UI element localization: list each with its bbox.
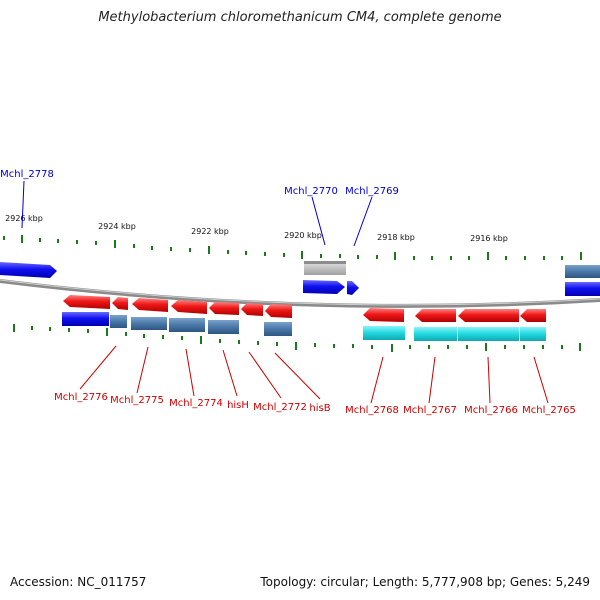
forward-strand-features [0, 261, 600, 296]
gene-labels-bottom: Mchl_2776 Mchl_2775 Mchl_2774 hisH Mchl_… [54, 392, 576, 416]
gene-label-mchl-2768[interactable]: Mchl_2768 [345, 405, 399, 416]
gene-label-mchl-2767[interactable]: Mchl_2767 [403, 405, 457, 416]
gene-arrow-mchl-2770[interactable] [303, 280, 345, 294]
scale-label-2916: 2916 kbp [470, 234, 508, 243]
gene-arrow-mchl-2772[interactable] [209, 302, 239, 315]
gene-arrow-hish[interactable] [171, 300, 207, 314]
gene-arrow-mchl-2769[interactable] [347, 281, 359, 295]
leader-lines-bottom [79, 345, 549, 404]
gene-label-mchl-2772[interactable]: Mchl_2772 [253, 402, 307, 413]
gene-label-mchl-2776[interactable]: Mchl_2776 [54, 392, 108, 403]
gene-label-mchl-2778[interactable]: Mchl_2778 [0, 169, 54, 180]
accession-text: Accession: NC_011757 [10, 575, 147, 589]
gene-label-mchl-2775[interactable]: Mchl_2775 [110, 395, 164, 406]
gene-arrow-mchl-2765[interactable] [520, 309, 546, 322]
genome-backbone [0, 279, 600, 308]
scale-label-2918: 2918 kbp [377, 233, 415, 242]
gene-arrow-mchl-2776[interactable] [63, 295, 110, 309]
gene-label-mchl-2770[interactable]: Mchl_2770 [284, 186, 338, 197]
gene-arrow-mchl-2767[interactable] [415, 309, 456, 322]
leader-lines-top [21, 180, 373, 247]
gene-labels-top: Mchl_2778 Mchl_2770 Mchl_2769 [0, 169, 399, 197]
protein-bar-2775 [110, 315, 127, 328]
scale-label-2924: 2924 kbp [98, 222, 136, 231]
gene-arrow-mchl-2768[interactable] [363, 308, 404, 322]
gene-arrow-hisb-b[interactable] [265, 304, 292, 318]
feature-bar-grey-top [304, 261, 346, 264]
protein-bar-2774 [131, 317, 167, 330]
gene-label-hish[interactable]: hisH [227, 400, 249, 411]
feature-bar-grey [304, 263, 346, 275]
scale-ticks-lower [13, 324, 581, 352]
protein-bar-hish [169, 318, 205, 332]
protein-bar-right-upper [565, 265, 600, 278]
gene-label-mchl-2765[interactable]: Mchl_2765 [522, 405, 576, 416]
gene-label-mchl-2766[interactable]: Mchl_2766 [464, 405, 518, 416]
scale-label-2920: 2920 kbp [284, 231, 322, 240]
scale-ticks-upper [3, 235, 582, 260]
reverse-strand-features [62, 295, 546, 341]
gene-label-mchl-2769[interactable]: Mchl_2769 [345, 186, 399, 197]
gene-arrow-mchl-2766[interactable] [458, 309, 519, 322]
gene-bar-right-upper[interactable] [565, 282, 600, 296]
genome-info-text: Topology: circular; Length: 5,777,908 bp… [260, 575, 590, 589]
protein-bar-2767 [414, 327, 457, 341]
gene-arrow-mchl-2774[interactable] [132, 298, 168, 312]
gene-label-mchl-2774[interactable]: Mchl_2774 [169, 398, 223, 409]
scale-labels: 2926 kbp 2924 kbp 2922 kbp 2920 kbp 2918… [5, 214, 508, 243]
protein-bar-hisb [264, 322, 292, 336]
gene-label-hisb[interactable]: hisB [309, 403, 330, 414]
gene-arrow-mchl-2778[interactable] [0, 262, 57, 278]
gene-arrow-mchl-2775[interactable] [112, 297, 128, 310]
map-title: Methylobacterium chloromethanicum CM4, c… [98, 10, 502, 25]
protein-bar-2768 [363, 326, 405, 340]
scale-label-2926: 2926 kbp [5, 214, 43, 223]
gene-arrow-hisb-a[interactable] [241, 303, 263, 316]
protein-bar-2772 [208, 320, 239, 334]
genome-backbone-highlight [0, 279, 600, 306]
protein-bar-2765 [520, 327, 546, 341]
scale-label-2922: 2922 kbp [191, 227, 229, 236]
protein-bar-2766 [458, 327, 519, 341]
gene-bar-blue-left[interactable] [62, 312, 109, 326]
